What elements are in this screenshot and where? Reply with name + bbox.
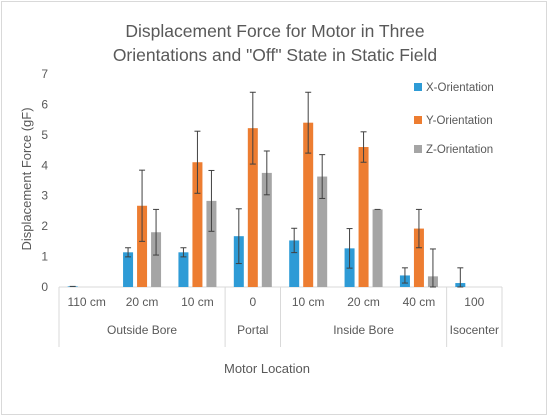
y-tick-label: 3 <box>41 189 48 203</box>
x-tick-label: 20 cm <box>347 295 380 309</box>
bar <box>303 122 314 287</box>
x-tick-label: 40 cm <box>403 295 436 309</box>
x-tick-label: 100 <box>464 295 484 309</box>
x-tick-label: 10 cm <box>181 295 214 309</box>
bar <box>151 232 162 287</box>
plot-area: 0 1 2 3 4 5 6 7 110 cm 20 cm 10 cm 0 10 cm 20 cm 40 cm… <box>41 67 503 347</box>
group-label: Outside Bore <box>107 323 177 337</box>
bar <box>137 205 148 287</box>
y-tick-label: 4 <box>41 158 48 172</box>
x-tick-label: 20 cm <box>126 295 159 309</box>
legend-swatch <box>414 83 422 91</box>
y-tick-label: 2 <box>41 219 48 233</box>
bar <box>372 209 383 287</box>
x-axis-title: Motor Location <box>224 361 310 376</box>
y-tick-label: 7 <box>41 67 48 81</box>
bar <box>178 252 189 287</box>
legend-label: Y-Orientation <box>426 115 493 127</box>
y-tick-label: 5 <box>41 128 48 142</box>
legend-swatch <box>414 116 422 124</box>
group-label: Inside Bore <box>333 323 394 337</box>
x-tick-label: 10 cm <box>292 295 325 309</box>
y-tick-label: 0 <box>41 280 48 294</box>
bar <box>358 147 369 287</box>
chart-title-line-2: Orientations and "Off" State in Static F… <box>113 45 437 65</box>
legend-swatch <box>414 145 422 153</box>
y-tick-label: 6 <box>41 97 48 111</box>
legend-label: X-Orientation <box>426 82 494 94</box>
bar <box>192 162 203 287</box>
x-tick-label: 110 cm <box>67 295 105 309</box>
bar <box>123 252 134 287</box>
bar <box>289 240 300 287</box>
group-label: Portal <box>237 323 268 337</box>
chart-title-line-1: Displacement Force for Motor in Three <box>125 21 424 41</box>
x-tick-label: 0 <box>249 295 256 309</box>
bar <box>261 172 272 287</box>
bar <box>206 200 217 287</box>
bar <box>247 128 258 287</box>
y-axis-title: Displacement Force (gF) <box>19 107 34 250</box>
legend: X-Orientation Y-Orientation Z-Orientation <box>414 82 494 156</box>
group-label: Isocenter <box>450 323 499 337</box>
bar <box>413 228 424 287</box>
bar <box>317 176 328 287</box>
y-tick-label: 1 <box>41 250 48 264</box>
legend-label: Z-Orientation <box>426 144 493 156</box>
